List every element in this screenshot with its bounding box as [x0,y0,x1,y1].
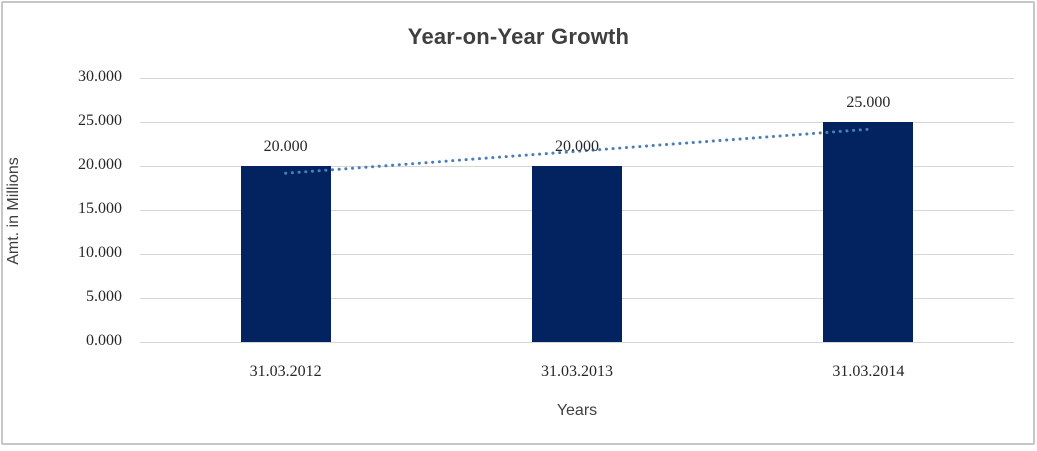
y-tick-label: 15.000 [78,200,122,217]
gridline [140,78,1014,79]
y-tick-label: 30.000 [78,68,122,85]
bar-data-label: 25.000 [846,94,891,111]
gridline [140,342,1014,343]
x-tick-label: 31.03.2013 [541,363,613,380]
chart-title: Year-on-Year Growth [407,24,630,49]
bar [823,122,914,342]
x-tick-label: 31.03.2014 [832,363,905,380]
bar [532,166,622,342]
y-tick-label: 5.000 [86,288,122,305]
bar [240,166,331,342]
y-tick-label: 20.000 [78,156,122,173]
x-tick-label: 31.03.2012 [249,363,322,380]
x-axis-title: Years [556,402,598,419]
y-tick-label: 10.000 [78,244,122,261]
gridline [140,122,1014,123]
bar-data-label: 20.000 [555,138,599,155]
bar-data-label: 20.000 [263,138,308,155]
y-tick-label: 25.000 [78,112,122,129]
y-tick-label: 0.000 [86,332,122,349]
